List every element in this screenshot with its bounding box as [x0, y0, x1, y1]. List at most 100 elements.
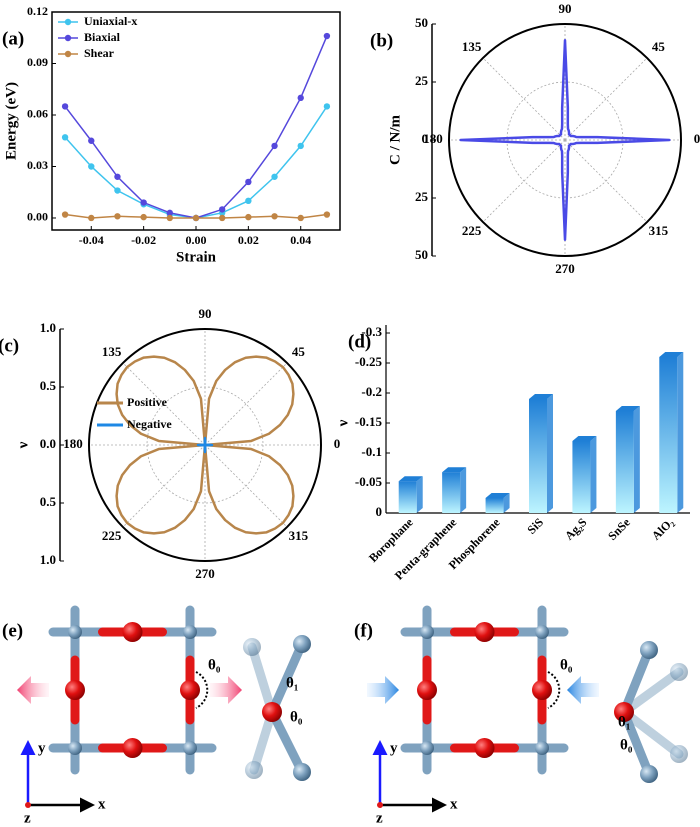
angle-label: 0 [334, 436, 341, 451]
grid-spoke [204, 444, 288, 528]
data-point [140, 213, 147, 221]
data-point [166, 209, 174, 217]
grid-spoke [564, 57, 648, 141]
bar-side [677, 352, 684, 513]
atom [122, 622, 143, 642]
angle-label: 45 [652, 39, 666, 54]
bar-side [590, 436, 597, 513]
angle-label: 270 [195, 566, 215, 581]
radial-tick-label: 0.5 [40, 378, 57, 393]
angle-label: 315 [289, 528, 309, 543]
y-axis-label: ν [15, 441, 31, 449]
panel-label: (b) [370, 30, 393, 51]
atom [293, 763, 311, 781]
data-point [323, 32, 331, 40]
atom [417, 680, 437, 700]
grid-spoke [122, 444, 206, 528]
angle-label: θ₁ [286, 675, 298, 691]
data-point [88, 214, 95, 222]
bar [659, 357, 678, 513]
grid-spoke [122, 362, 206, 446]
atom [670, 663, 688, 681]
bar-top [615, 406, 640, 411]
data-point [297, 142, 304, 150]
data-point [114, 213, 121, 220]
legend-marker [64, 18, 72, 26]
angle-label: 90 [559, 1, 572, 16]
legend-label: Biaxial [84, 30, 121, 44]
angle-label: 90 [199, 306, 212, 321]
bond [619, 667, 684, 717]
bar-top [398, 476, 423, 482]
data-point [297, 94, 304, 102]
axis-origin [377, 802, 383, 808]
y-tick-label: 0.03 [27, 158, 48, 172]
angle-label: θ₁ [618, 715, 630, 731]
y-tick-label: -0.3 [361, 324, 382, 339]
y-axis-label: Energy (eV) [3, 82, 19, 160]
atom [183, 741, 197, 755]
radial-tick-label: 25 [415, 189, 429, 204]
data-point [245, 178, 252, 186]
bar-top [659, 352, 684, 357]
y-tick-label: 0.06 [27, 107, 48, 121]
panel-label: (f) [354, 620, 373, 641]
y-tick-label: -0.15 [355, 414, 383, 429]
axis-label: z [376, 810, 383, 826]
angle-label: 315 [649, 223, 669, 238]
angle-label: θ₀ [560, 657, 573, 673]
y-tick-label: -0.25 [355, 354, 383, 369]
atom [614, 702, 634, 722]
legend-label: Negative [127, 417, 172, 431]
atom [420, 741, 434, 755]
bar [529, 399, 547, 513]
bond [619, 645, 654, 717]
bond [267, 639, 307, 717]
angle-label: 0 [694, 131, 700, 146]
axis-origin [25, 802, 31, 808]
y-axis-label: C / N/m [387, 115, 403, 166]
bar-side [503, 493, 510, 513]
angle-label: 180 [63, 436, 83, 451]
strain-arrow [210, 676, 242, 704]
bar-side [633, 406, 640, 513]
atom [262, 702, 282, 722]
atom [532, 680, 552, 700]
angle-arc [195, 671, 209, 709]
angle-label: 135 [462, 39, 482, 54]
bond [619, 707, 654, 779]
data-point [192, 214, 200, 222]
angle-label: θ₀ [208, 657, 221, 673]
data-point [166, 214, 174, 222]
bar [442, 472, 461, 513]
atom [420, 625, 434, 639]
data-point [271, 213, 278, 220]
y-tick-label: 0 [376, 504, 383, 519]
radial-tick-label: 0.0 [40, 436, 56, 451]
data-point [297, 214, 304, 222]
atom [474, 738, 495, 758]
x-tick-label: -0.02 [131, 233, 156, 247]
data-point [271, 173, 278, 180]
legend-marker [64, 50, 72, 58]
grid-spoke [564, 139, 648, 223]
panel-label: (e) [2, 620, 23, 641]
x-tick-label: 0.00 [186, 233, 207, 247]
x-tick-label: SiS [524, 515, 546, 537]
axis-label: x [98, 796, 106, 812]
data-point [88, 137, 95, 144]
radial-tick-label: 50 [415, 247, 428, 262]
bar-top [572, 436, 597, 441]
y-axis-label: ν [335, 419, 351, 427]
atom [245, 761, 263, 779]
angle-label: 45 [292, 344, 306, 359]
bond [267, 707, 307, 777]
x-tick-label: 0.04 [290, 233, 311, 247]
bar-side [460, 467, 467, 513]
atom [670, 745, 688, 763]
y-tick-label: 0.09 [27, 55, 48, 69]
polar-curve [459, 38, 671, 242]
atom [535, 741, 549, 755]
panel-label: (c) [0, 335, 19, 356]
bar [398, 481, 417, 513]
